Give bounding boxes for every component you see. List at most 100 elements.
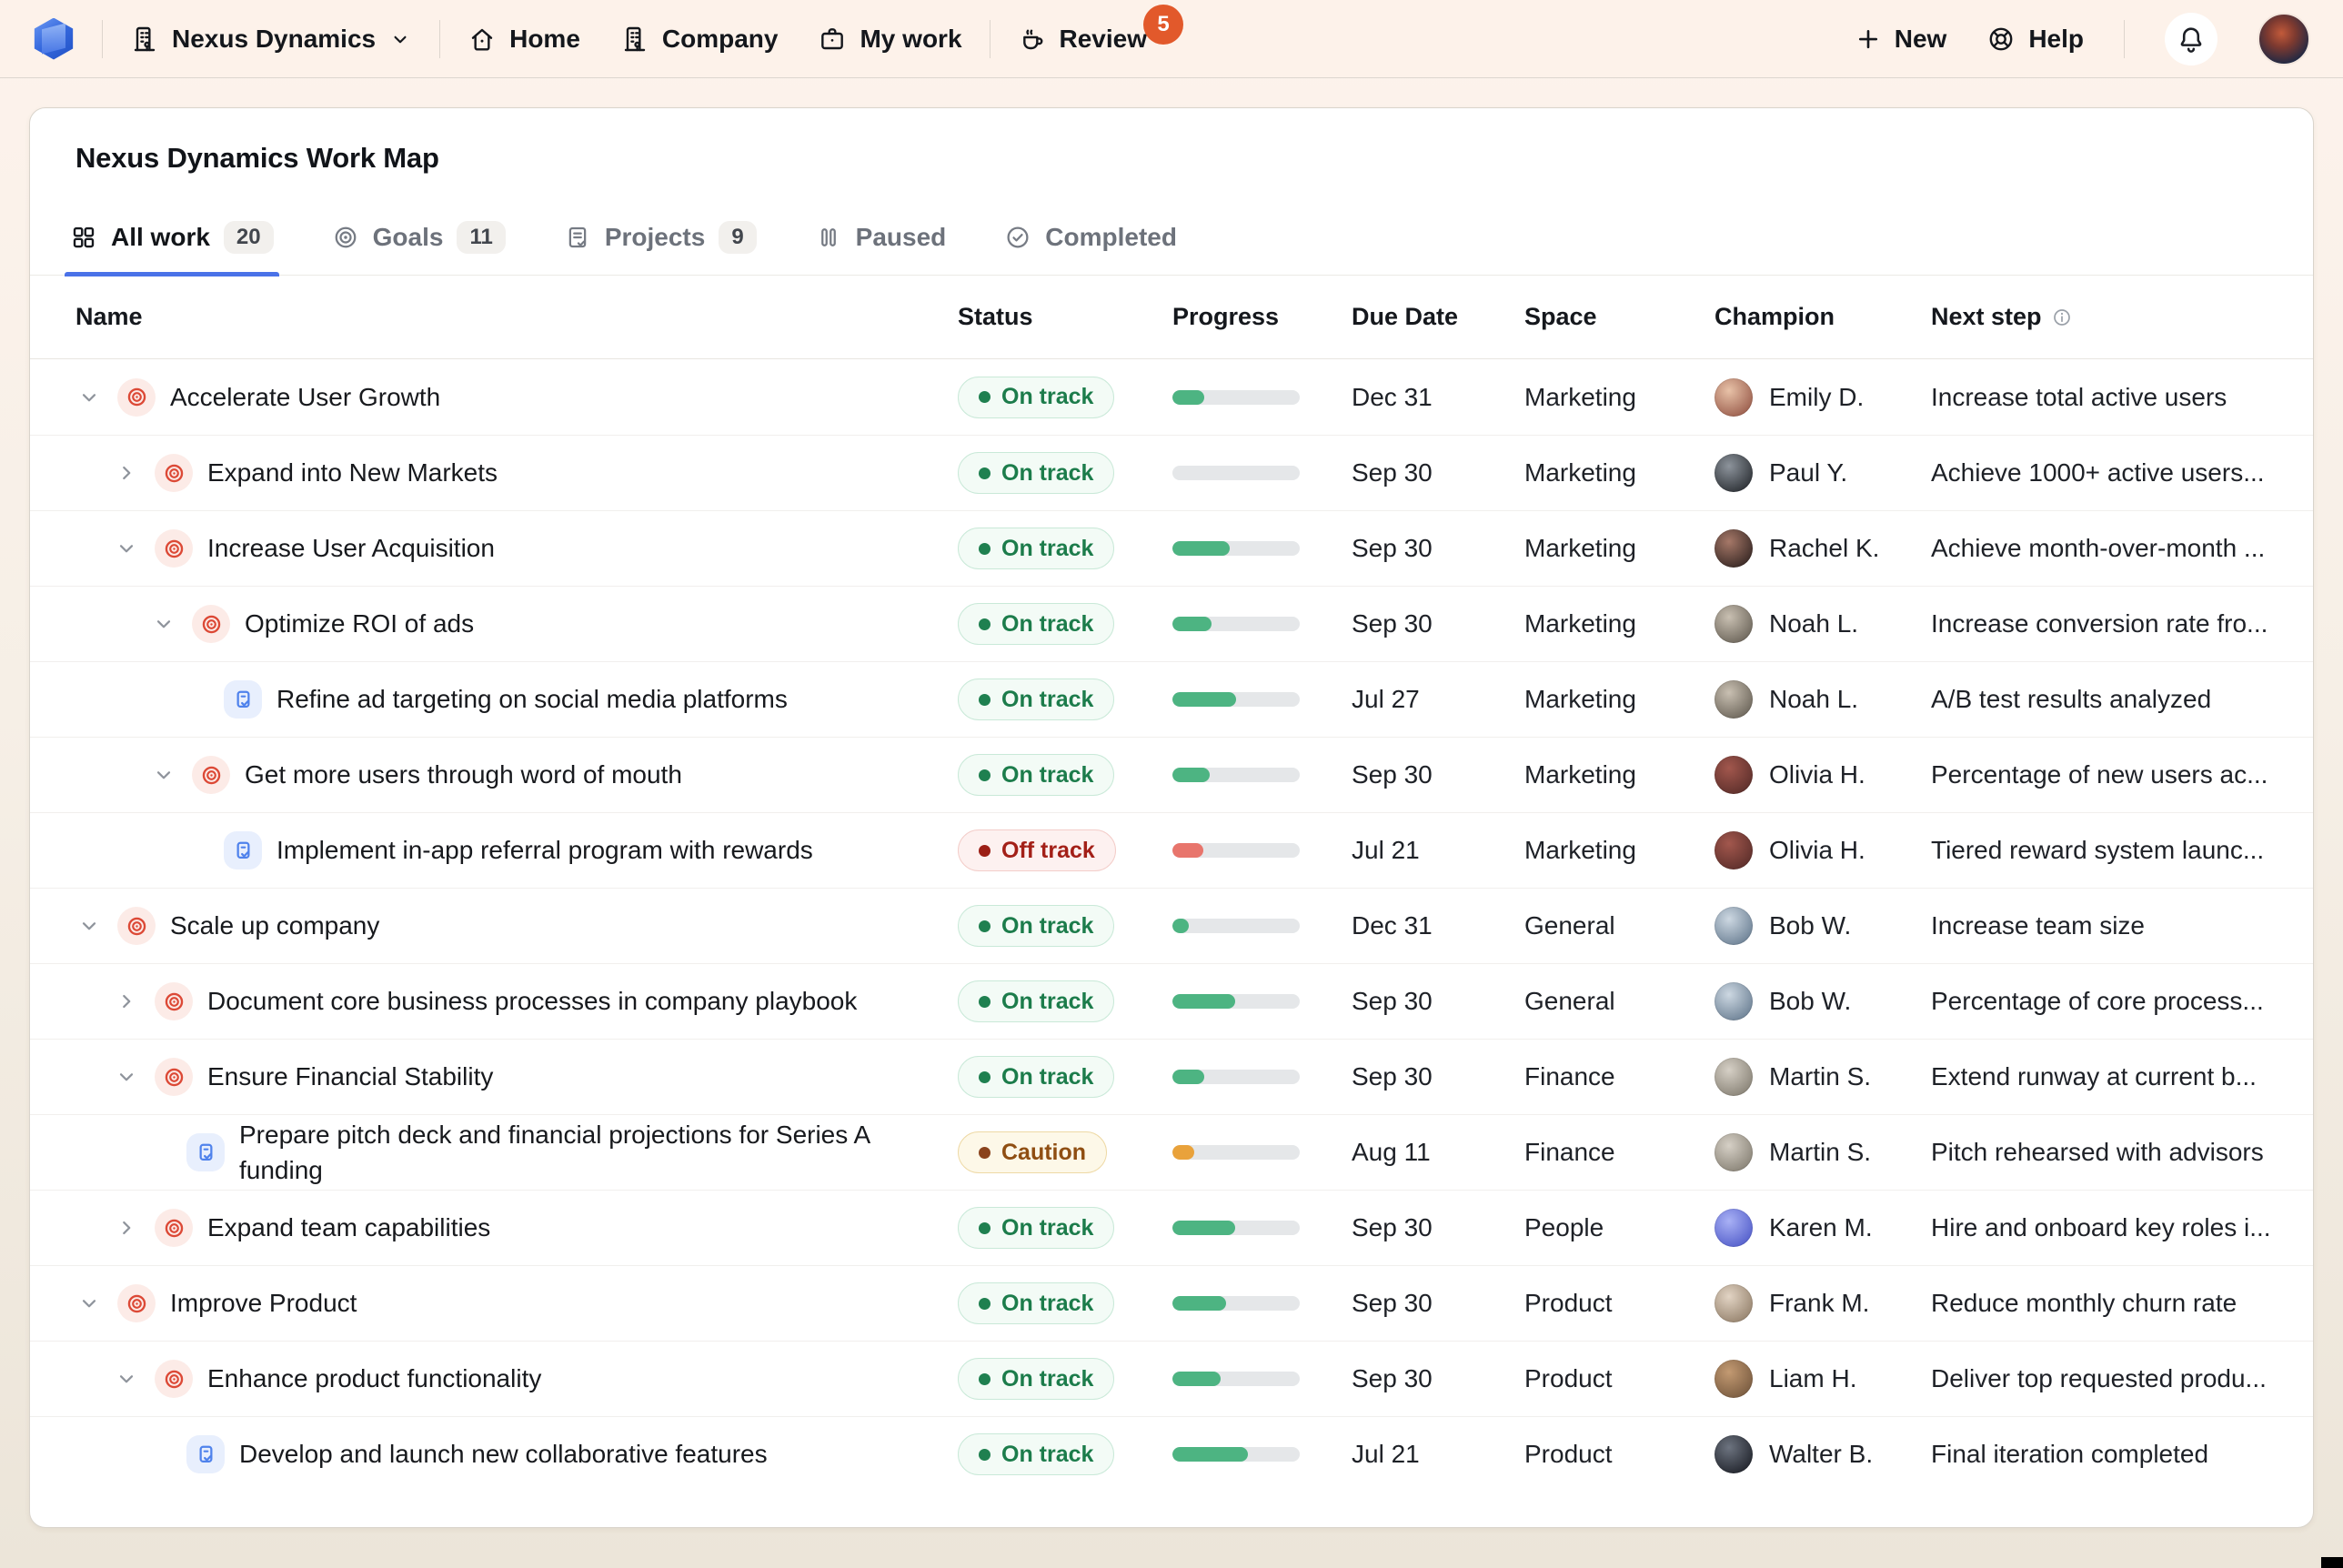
progress-bar	[1172, 919, 1352, 933]
champion-name: Walter B.	[1769, 1440, 1874, 1468]
progress-bar	[1172, 1070, 1352, 1084]
status-badge[interactable]: On track	[958, 376, 1115, 418]
table-row[interactable]: Improve Product On track Sep 30 Product …	[30, 1265, 2313, 1341]
collapse-chevron-icon[interactable]	[150, 610, 177, 638]
next-step: Pitch rehearsed with advisors	[1931, 1138, 2264, 1166]
review-count-badge: 5	[1143, 4, 1184, 45]
table-row[interactable]: Get more users through word of mouth On …	[30, 737, 2313, 812]
status-label: On track	[1001, 1441, 1094, 1467]
row-name: Implement in-app referral program with r…	[277, 836, 813, 865]
status-badge[interactable]: Caution	[958, 1131, 1108, 1173]
expand-chevron-icon[interactable]	[113, 459, 140, 487]
clipboard-icon	[564, 224, 591, 251]
champion-name: Rachel K.	[1769, 534, 1880, 562]
tab-all-work[interactable]: All work 20	[65, 199, 279, 276]
status-badge[interactable]: On track	[958, 603, 1115, 645]
space-label: Marketing	[1524, 760, 1636, 789]
page-title: Nexus Dynamics Work Map	[75, 142, 439, 174]
due-date: Dec 31	[1352, 911, 1433, 940]
table-row[interactable]: Accelerate User Growth On track Dec 31 M…	[30, 359, 2313, 435]
collapse-chevron-icon[interactable]	[113, 535, 140, 562]
workspace-selector[interactable]: Nexus Dynamics	[130, 25, 412, 54]
nav-my-work[interactable]: My work	[818, 25, 962, 54]
status-badge[interactable]: On track	[958, 1433, 1115, 1475]
collapse-chevron-icon[interactable]	[113, 1063, 140, 1091]
column-header-space: Space	[1524, 303, 1597, 330]
table-row[interactable]: Ensure Financial Stability On track Sep …	[30, 1039, 2313, 1114]
avatar	[1715, 680, 1753, 719]
table-row[interactable]: Expand into New Markets On track Sep 30 …	[30, 435, 2313, 510]
status-badge[interactable]: On track	[958, 452, 1115, 494]
table-row[interactable]: Prepare pitch deck and financial project…	[30, 1114, 2313, 1190]
tab-count: 9	[719, 220, 757, 254]
next-step: Increase team size	[1931, 911, 2145, 940]
expand-chevron-icon[interactable]	[113, 1214, 140, 1241]
nav-company[interactable]: Company	[620, 25, 778, 54]
nav-home[interactable]: Home	[468, 25, 580, 54]
status-label: On track	[1001, 610, 1094, 637]
table-row[interactable]: Increase User Acquisition On track Sep 3…	[30, 510, 2313, 586]
status-badge[interactable]: On track	[958, 1056, 1115, 1098]
user-avatar[interactable]	[2258, 12, 2310, 65]
project-icon	[186, 1435, 225, 1473]
collapse-chevron-icon[interactable]	[75, 384, 103, 411]
next-step: Deliver top requested produ...	[1931, 1364, 2267, 1392]
table-row[interactable]: Expand team capabilities On track Sep 30…	[30, 1190, 2313, 1265]
building-icon	[130, 25, 159, 54]
new-button[interactable]: New	[1855, 25, 1946, 54]
column-header-next-step: Next step	[1931, 303, 2042, 330]
info-icon[interactable]	[2051, 307, 2073, 328]
status-badge[interactable]: Off track	[958, 829, 1116, 871]
champion-name: Olivia H.	[1769, 760, 1865, 789]
progress-bar	[1172, 843, 1352, 858]
space-label: Marketing	[1524, 685, 1636, 713]
table-row[interactable]: Enhance product functionality On track S…	[30, 1341, 2313, 1416]
table-row[interactable]: Develop and launch new collaborative fea…	[30, 1416, 2313, 1492]
app-logo[interactable]	[33, 17, 75, 60]
status-badge[interactable]: On track	[958, 905, 1115, 947]
collapse-chevron-icon[interactable]	[75, 1290, 103, 1317]
progress-bar	[1172, 1145, 1352, 1160]
status-badge[interactable]: On track	[958, 980, 1115, 1022]
goal-icon	[155, 1058, 193, 1096]
table-row[interactable]: Document core business processes in comp…	[30, 963, 2313, 1039]
status-badge[interactable]: On track	[958, 754, 1115, 796]
goal-icon	[155, 1360, 193, 1398]
status-label: On track	[1001, 912, 1094, 939]
tab-completed[interactable]: Completed	[999, 199, 1182, 276]
space-label: Marketing	[1524, 382, 1636, 411]
table-row[interactable]: Refine ad targeting on social media plat…	[30, 661, 2313, 737]
tab-goals[interactable]: Goals 11	[327, 199, 511, 276]
table-row[interactable]: Scale up company On track Dec 31 General…	[30, 888, 2313, 963]
table-row[interactable]: Implement in-app referral program with r…	[30, 812, 2313, 888]
status-label: On track	[1001, 384, 1094, 409]
status-badge[interactable]: On track	[958, 1282, 1115, 1324]
goal-icon	[192, 756, 230, 794]
tab-projects[interactable]: Projects 9	[558, 199, 762, 276]
collapse-chevron-icon[interactable]	[75, 912, 103, 940]
avatar	[1715, 454, 1753, 492]
collapse-chevron-icon[interactable]	[150, 761, 177, 789]
tab-paused[interactable]: Paused	[809, 199, 952, 276]
expand-chevron-icon[interactable]	[113, 988, 140, 1015]
nav-review[interactable]: Review 5	[1018, 4, 1184, 54]
tab-label: Paused	[855, 222, 947, 251]
next-step: Percentage of core process...	[1931, 987, 2264, 1015]
status-badge[interactable]: On track	[958, 1358, 1115, 1400]
goal-icon	[155, 1209, 193, 1247]
table-row[interactable]: Optimize ROI of ads On track Sep 30 Mark…	[30, 586, 2313, 661]
avatar	[1715, 605, 1753, 643]
status-badge[interactable]: On track	[958, 528, 1115, 569]
status-dot	[979, 618, 990, 630]
space-label: General	[1524, 987, 1615, 1015]
avatar	[1715, 907, 1753, 945]
help-button[interactable]: Help	[1986, 25, 2084, 54]
status-badge[interactable]: On track	[958, 678, 1115, 720]
collapse-chevron-icon[interactable]	[113, 1365, 140, 1392]
row-name: Expand into New Markets	[207, 458, 498, 487]
notifications-button[interactable]	[2165, 12, 2217, 65]
status-badge[interactable]: On track	[958, 1207, 1115, 1249]
completed-icon	[1004, 224, 1031, 251]
main-nav: Home Company My work	[468, 25, 962, 54]
column-header-status: Status	[958, 303, 1033, 330]
